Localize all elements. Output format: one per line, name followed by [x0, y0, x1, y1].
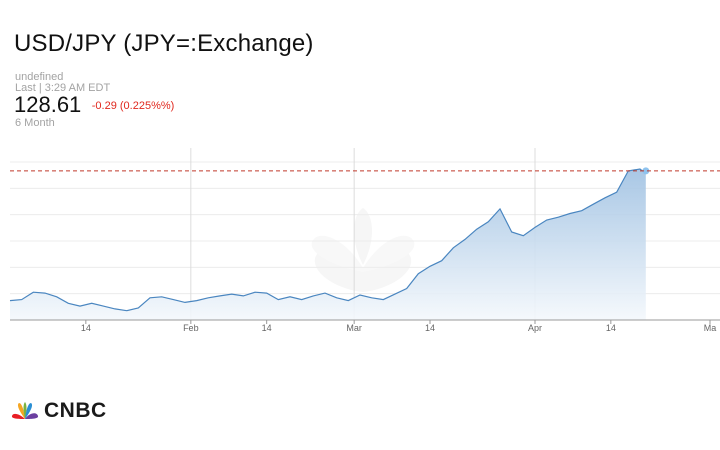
x-tick-label: Ma [704, 323, 717, 333]
price-row: 128.61 -0.29 (0.225%%) [14, 92, 174, 118]
cnbc-watermark [311, 208, 415, 292]
source-label: undefined [15, 71, 64, 83]
x-tick-label: Feb [183, 323, 199, 333]
x-tick-label: 14 [262, 323, 272, 333]
page-title: USD/JPY (JPY=:Exchange) [14, 30, 314, 57]
last-point-marker [642, 167, 650, 175]
last-update-label: Last | 3:29 AM EDT [15, 82, 111, 94]
cnbc-logo: CNBC [10, 399, 107, 423]
x-tick-label: 14 [606, 323, 616, 333]
x-tick-label: 14 [81, 323, 91, 333]
peacock-icon [11, 402, 39, 419]
series-line [9, 168, 647, 312]
x-tick-label: Apr [528, 323, 542, 333]
chart-x-axis: 14 Feb 14 Mar 14 Apr 14 Ma [10, 319, 720, 333]
chart-series-area [9, 167, 650, 320]
x-tick-label: Mar [346, 323, 362, 333]
brand-name: CNBC [44, 399, 107, 422]
x-tick-label: 14 [425, 323, 435, 333]
price-change: -0.29 (0.225%%) [91, 100, 175, 112]
series-area-fill [10, 169, 646, 320]
last-price: 128.61 [14, 92, 82, 117]
price-chart: 14 Feb 14 Mar 14 Apr 14 Ma [9, 148, 720, 333]
period-label[interactable]: 6 Month [15, 117, 55, 129]
